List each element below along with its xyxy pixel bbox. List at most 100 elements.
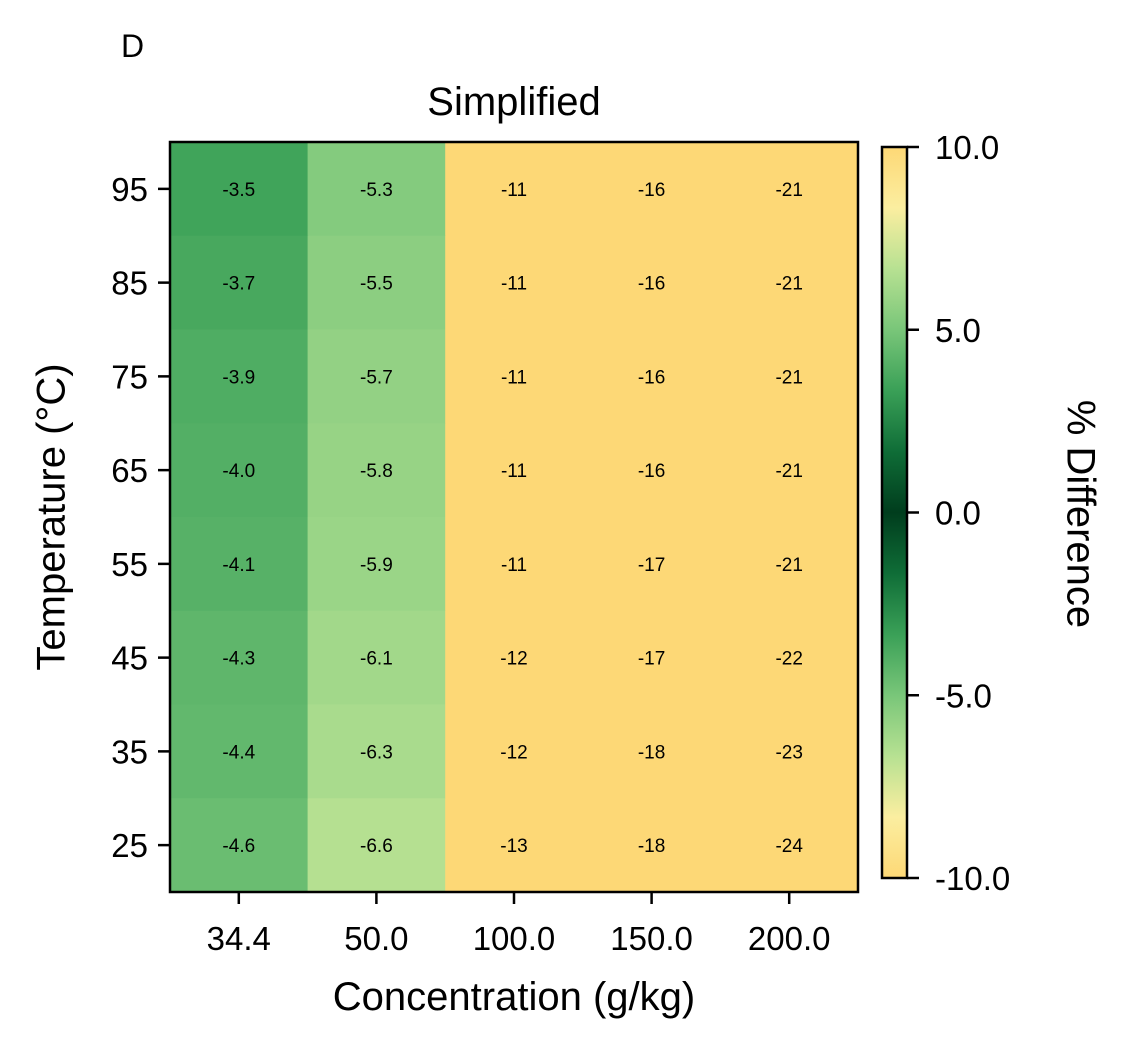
heatmap-cell [445,329,584,424]
cell-value-label: -12 [500,649,527,670]
cell-value-label: -5.3 [360,180,393,201]
y-tick-label: 45 [111,640,148,677]
panel-letter: D [121,28,145,64]
cell-value-label: -21 [775,555,802,576]
heatmap-cell [720,798,859,893]
y-tick-label: 55 [111,546,148,583]
cell-value-label: -4.1 [222,555,255,576]
cell-value-label: -11 [501,367,527,388]
heatmap-cell [582,235,721,331]
cell-value-label: -4.4 [222,742,255,763]
x-tick-label: 200.0 [748,920,831,957]
cell-value-label: -4.3 [222,649,255,670]
y-tick-label: 95 [111,171,148,208]
cell-value-label: -16 [638,274,665,295]
cell-value-label: -13 [500,836,527,857]
heatmap-cell [170,329,309,424]
cell-value-label: -6.1 [360,649,393,670]
y-tick-label: 65 [111,452,148,489]
x-tick-label: 50.0 [344,920,408,957]
heatmap-cell [170,610,309,706]
cell-value-label: -17 [638,649,665,670]
heatmap-cell [170,517,309,612]
cell-value-label: -5.7 [360,367,393,388]
heatmap-cell [582,704,721,799]
heatmap-cell [307,142,446,237]
cell-value-label: -3.5 [222,180,255,201]
cell-value-label: -5.9 [360,555,393,576]
heatmap-cell [170,235,309,331]
cell-value-label: -23 [775,742,802,763]
x-tick-label: 100.0 [473,920,556,957]
colorbar-gradient [882,147,907,878]
heatmap-cell [307,610,446,706]
chart-title: Simplified [427,80,601,124]
cell-value-label: -21 [775,367,802,388]
heatmap-cell [720,610,859,706]
heatmap-cell [582,610,721,706]
cell-value-label: -16 [638,461,665,482]
heatmap-cell [720,142,859,237]
heatmap-cell [307,329,446,424]
y-tick-label: 85 [111,265,148,302]
colorbar-tick-label: 5.0 [935,312,981,349]
colorbar-tick-label: 10.0 [935,129,999,166]
heatmap-cell [582,423,721,518]
colorbar-tick-label: 0.0 [935,495,981,532]
heatmap-cell [720,235,859,331]
heatmap-cell [445,235,584,331]
cell-value-label: -3.7 [222,274,255,295]
y-tick-label: 35 [111,733,148,770]
y-tick-label: 25 [111,827,148,864]
cell-value-label: -11 [501,274,527,295]
heatmap-cell [445,423,584,518]
x-axis-label: Concentration (g/kg) [332,975,696,1019]
heatmap-cell [307,798,446,893]
heatmap-cell [445,704,584,799]
colorbar-tick-label: -5.0 [935,677,992,714]
cell-value-label: -16 [638,367,665,388]
heatmap-cell [582,329,721,424]
heatmap-cell [445,142,584,237]
cell-value-label: -16 [638,180,665,201]
heatmap-cell [307,235,446,331]
cell-value-label: -21 [775,461,802,482]
x-tick-label: 150.0 [610,920,693,957]
heatmap-cell [720,329,859,424]
heatmap-cell [582,517,721,612]
heatmap-cell [307,423,446,518]
heatmap-cell [445,517,584,612]
heatmap-cell [170,142,309,237]
cell-value-label: -18 [638,742,665,763]
cell-value-label: -21 [775,274,802,295]
heatmap-cell [720,423,859,518]
heatmap-cell [720,704,859,799]
cell-value-label: -24 [775,836,803,857]
heatmap-cell [445,610,584,706]
colorbar-tick-label: -10.0 [935,860,1010,897]
cell-value-label: -5.8 [360,461,393,482]
heatmap-cell [307,517,446,612]
cell-value-label: -4.6 [222,836,255,857]
y-tick-label: 75 [111,358,148,395]
cell-value-label: -21 [775,180,802,201]
heatmap-cell [582,798,721,893]
cell-value-label: -22 [775,649,802,670]
heatmap-cell [582,142,721,237]
heatmap-cell [720,517,859,612]
cell-value-label: -11 [501,555,527,576]
heatmap-cell [307,704,446,799]
heatmap-cell [170,704,309,799]
cell-value-label: -12 [500,742,527,763]
cell-value-label: -6.6 [360,836,393,857]
cell-value-label: -6.3 [360,742,393,763]
heatmap-cell [170,423,309,518]
cell-value-label: -4.0 [222,461,255,482]
cell-value-label: -18 [638,836,665,857]
cell-value-label: -11 [501,461,527,482]
heatmap-cell [170,798,309,893]
x-tick-label: 34.4 [207,920,271,957]
cell-value-label: -17 [638,555,665,576]
heatmap-cell [445,798,584,893]
